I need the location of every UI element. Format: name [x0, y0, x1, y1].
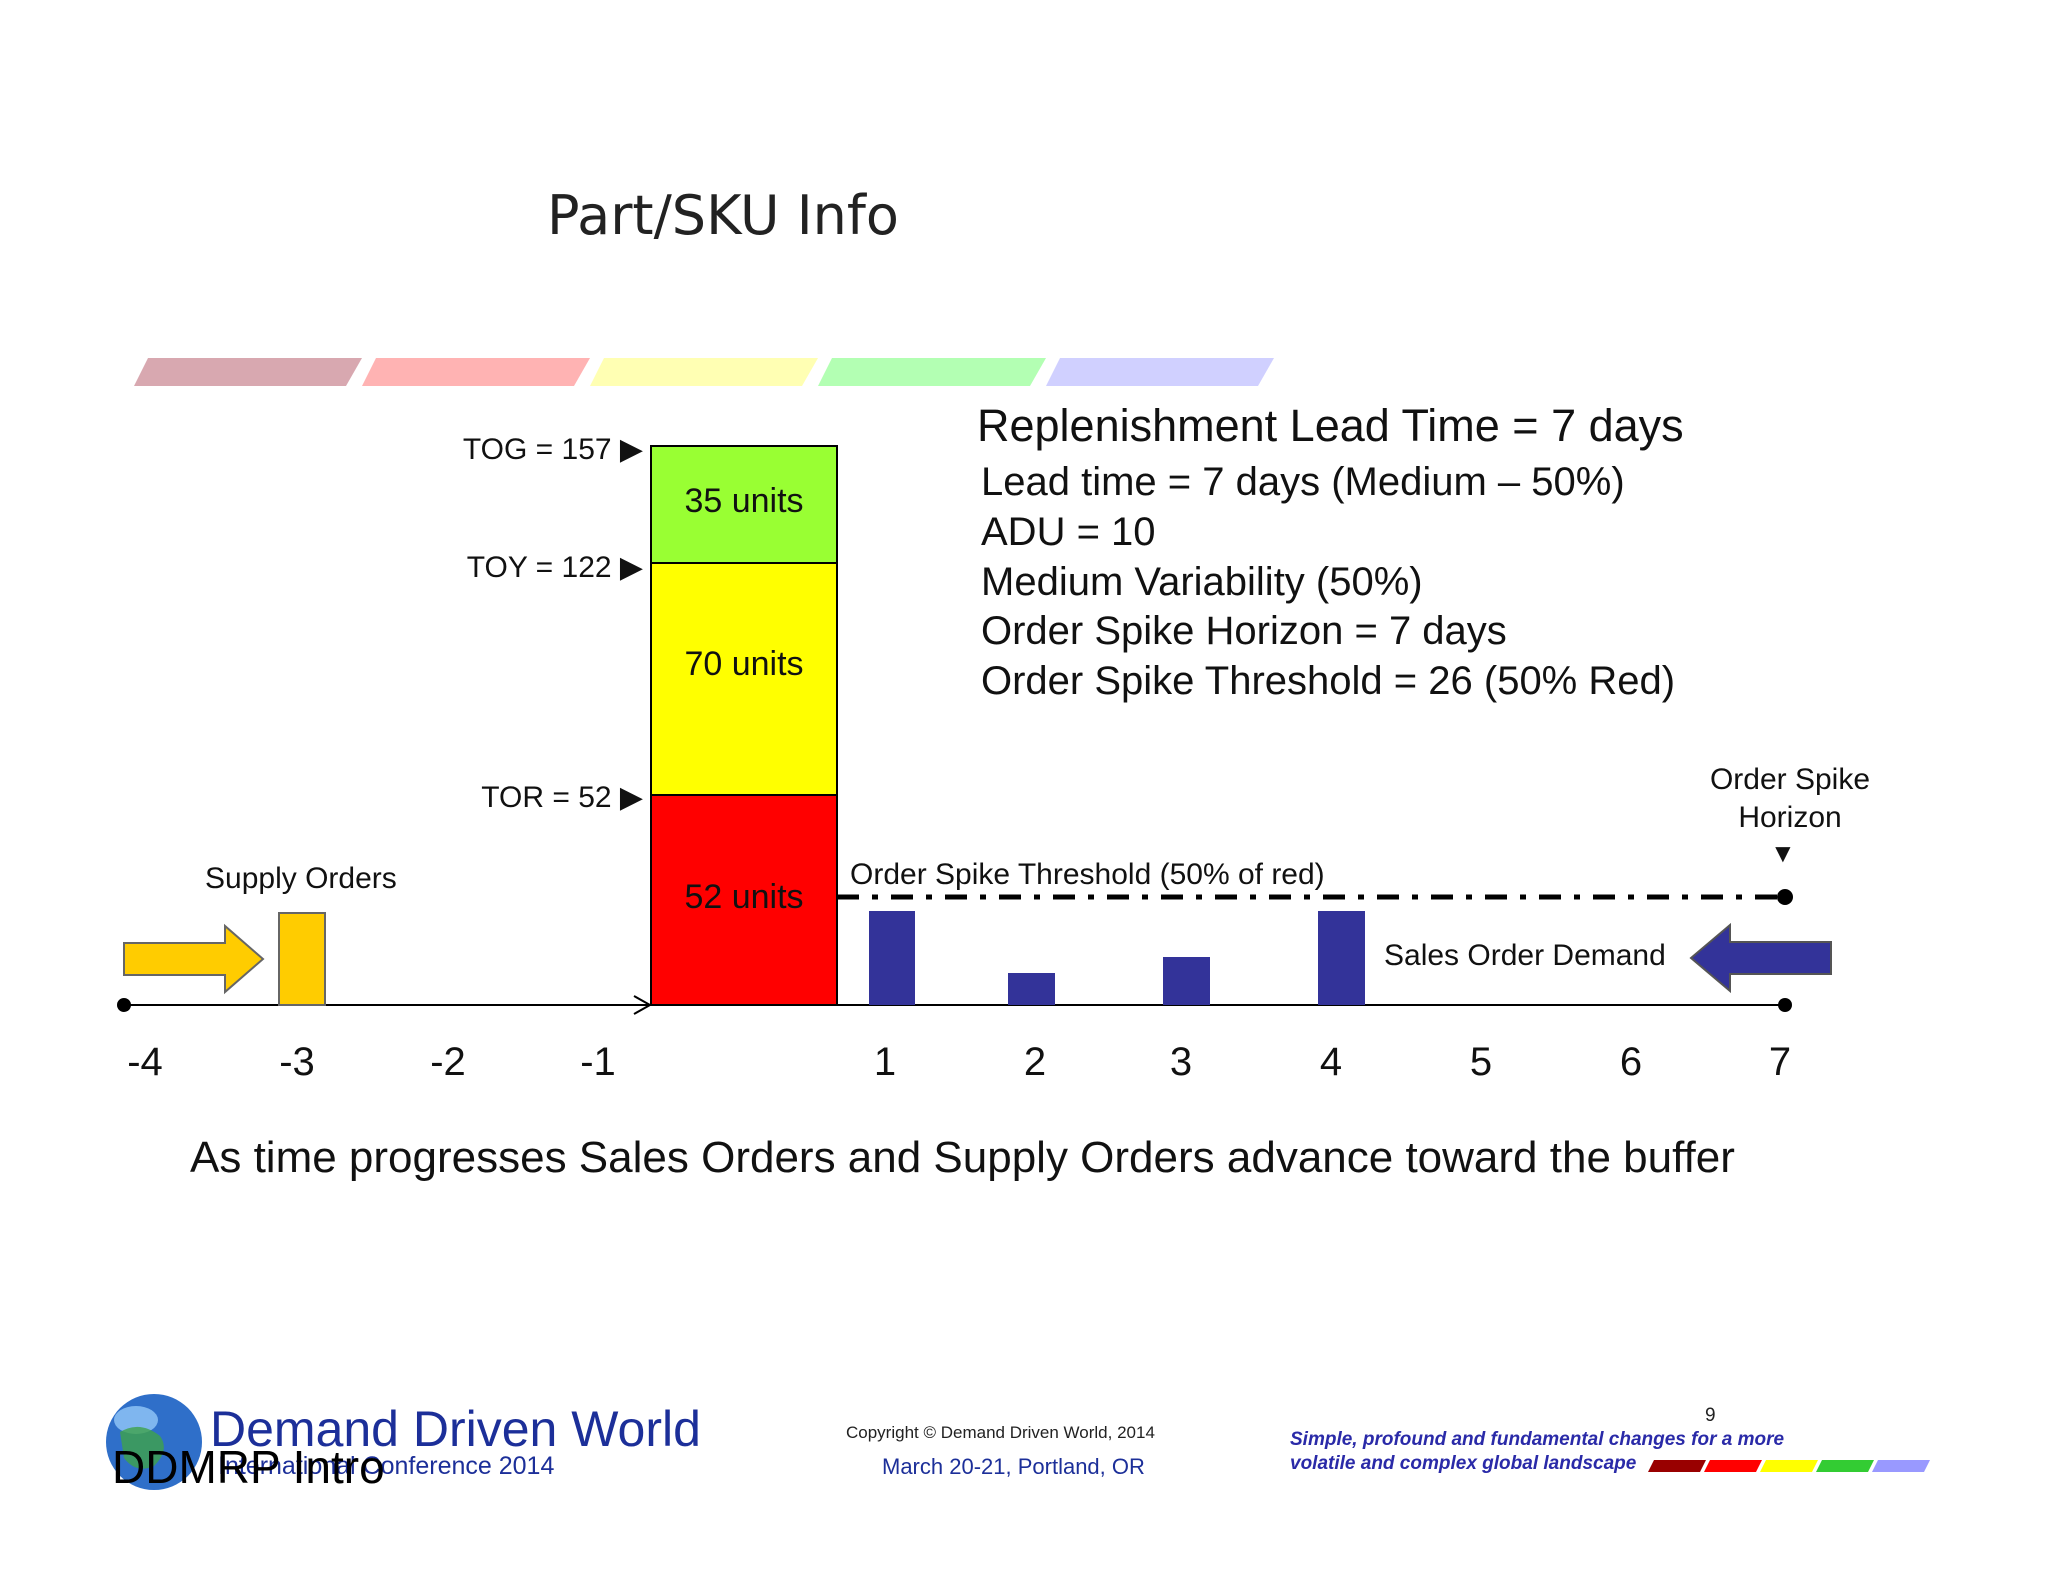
tick-label: 6: [1619, 1040, 1643, 1084]
stripe-5: [1046, 358, 1274, 386]
demand-bar-day-3: [1163, 957, 1210, 1005]
stripe-1: [134, 358, 362, 386]
stripe-4: [818, 358, 1046, 386]
replenishment-lead-time-heading: Replenishment Lead Time = 7 days: [977, 400, 1684, 451]
timeline-start-dot: [117, 998, 131, 1012]
footer-stripes: [1648, 1460, 1930, 1472]
brand-name: Demand Driven World: [210, 1401, 701, 1457]
tick-label: 7: [1768, 1040, 1792, 1084]
yellow-zone-units: 70 units: [684, 645, 804, 683]
tog-label: TOG = 157 ▶: [462, 433, 643, 466]
demand-bar-day-4: [1318, 911, 1365, 1005]
demand-bar-day-1: [869, 911, 915, 1005]
info-line-lead-time: Lead time = 7 days (Medium – 50%): [981, 460, 1625, 504]
info-line-variability: Medium Variability (50%): [981, 560, 1423, 604]
tick-label: 1: [873, 1040, 897, 1084]
slide-title: Part/SKU Info: [547, 184, 899, 247]
info-line-adu: ADU = 10: [981, 510, 1156, 554]
info-line-spike-threshold: Order Spike Threshold = 26 (50% Red): [981, 659, 1676, 703]
red-zone-units: 52 units: [684, 878, 804, 916]
spike-horizon-label-line1: Order Spike: [1709, 763, 1871, 796]
tick-label: -4: [127, 1040, 163, 1084]
demand-bar-day-2: [1008, 973, 1055, 1005]
globe-logo: [106, 1394, 202, 1490]
copyright: Copyright © Demand Driven World, 2014: [846, 1423, 1155, 1442]
buffer-zone-red: [650, 794, 838, 1006]
spike-horizon-dot: [1777, 889, 1793, 905]
spike-horizon-label-line2: Horizon: [1738, 801, 1842, 834]
info-line-spike-horizon: Order Spike Horizon = 7 days: [981, 609, 1507, 653]
tick-label: -2: [430, 1040, 466, 1084]
tick-label: 2: [1023, 1040, 1047, 1084]
supply-order-bar: [278, 912, 326, 1006]
page-number: 9: [1705, 1405, 1716, 1426]
tick-label: -3: [279, 1040, 315, 1084]
event-date: March 20-21, Portland, OR: [882, 1454, 1145, 1479]
stripe-2: [362, 358, 590, 386]
supply-orders-label: Supply Orders: [205, 862, 397, 895]
tor-label: TOR = 52 ▶: [481, 781, 643, 814]
tick-label: 5: [1469, 1040, 1493, 1084]
green-zone-units: 35 units: [684, 482, 804, 520]
toy-label: TOY = 122 ▶: [466, 551, 643, 584]
spike-threshold-label: Order Spike Threshold (50% of red): [850, 858, 1325, 891]
caption: As time progresses Sales Orders and Supp…: [190, 1133, 1735, 1182]
spike-horizon-marker-icon: ▼: [1770, 838, 1796, 868]
header-stripes: [134, 358, 1274, 386]
demand-arrow: [1689, 922, 1832, 994]
stripe-3: [590, 358, 818, 386]
conference-name: International Conference 2014: [218, 1452, 555, 1480]
tick-label: -1: [580, 1040, 616, 1084]
tick-label: 4: [1319, 1040, 1343, 1084]
tagline-line1: Simple, profound and fundamental changes…: [1290, 1429, 1785, 1450]
tagline-line2: volatile and complex global landscape: [1290, 1453, 1637, 1474]
tagline: Simple, profound and fundamental changes…: [1290, 1428, 1810, 1476]
supply-arrow: [123, 923, 265, 995]
timeline-end-dot: [1778, 998, 1792, 1012]
sales-order-demand-label: Sales Order Demand: [1384, 939, 1666, 972]
tick-label: 3: [1169, 1040, 1193, 1084]
deck-title: DDMRP Intro: [112, 1441, 385, 1493]
